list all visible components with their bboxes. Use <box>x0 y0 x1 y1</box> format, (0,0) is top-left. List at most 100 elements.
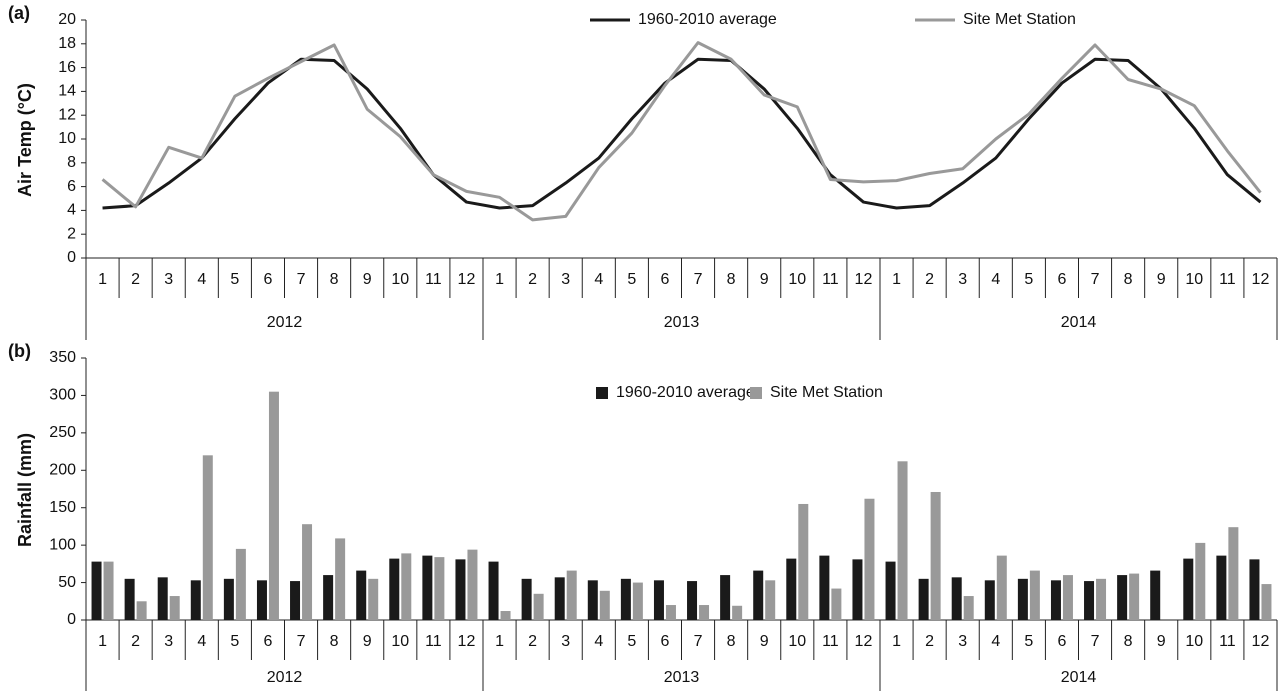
panel-label: (b) <box>8 341 31 361</box>
x-tick-label: 7 <box>1091 271 1100 288</box>
bar <box>831 588 842 620</box>
bar <box>124 578 135 620</box>
bar <box>1129 573 1140 620</box>
group-label: 2013 <box>664 669 700 686</box>
group-label: 2013 <box>664 314 700 331</box>
bar <box>1150 570 1161 620</box>
y-tick-label: 0 <box>67 249 76 266</box>
x-tick-label: 8 <box>330 633 339 650</box>
x-tick-label: 5 <box>1024 271 1033 288</box>
bar <box>732 605 743 620</box>
x-tick-label: 7 <box>297 633 306 650</box>
x-tick-label: 6 <box>264 271 273 288</box>
bar <box>984 580 995 620</box>
bar <box>864 498 875 620</box>
x-tick-label: 5 <box>627 271 636 288</box>
x-tick-label: 4 <box>594 633 603 650</box>
bar <box>223 578 234 620</box>
bar <box>963 596 974 620</box>
x-tick-label: 12 <box>1252 271 1270 288</box>
series-line <box>102 57 1262 210</box>
bar <box>951 577 962 620</box>
y-tick-label: 6 <box>67 178 76 195</box>
bar <box>323 575 334 620</box>
y-tick-label: 350 <box>49 349 76 366</box>
x-tick-label: 4 <box>991 633 1000 650</box>
y-tick-label: 200 <box>49 462 76 479</box>
group-label: 2012 <box>267 314 303 331</box>
bar <box>202 455 213 620</box>
bar <box>1084 581 1095 620</box>
x-tick-label: 12 <box>458 633 476 650</box>
x-tick-label: 11 <box>1219 633 1236 650</box>
x-tick-label: 2 <box>131 633 140 650</box>
bar <box>235 548 246 620</box>
bar <box>467 549 478 620</box>
x-tick-label: 2 <box>528 271 537 288</box>
y-tick-label: 100 <box>49 536 76 553</box>
x-tick-label: 1 <box>98 633 107 650</box>
x-tick-label: 3 <box>561 633 570 650</box>
bar <box>620 578 631 620</box>
bar <box>268 391 279 620</box>
x-tick-label: 6 <box>661 633 670 650</box>
x-tick-label: 10 <box>1185 633 1203 650</box>
x-tick-label: 6 <box>661 271 670 288</box>
bar <box>885 561 896 620</box>
bar <box>521 578 532 620</box>
x-tick-label: 2 <box>925 271 934 288</box>
panel-label: (a) <box>8 3 30 23</box>
x-tick-label: 10 <box>391 633 409 650</box>
x-tick-label: 7 <box>694 633 703 650</box>
bar <box>401 553 412 620</box>
bar <box>632 582 643 620</box>
bar <box>798 503 809 620</box>
legend-label: 1960-2010 average <box>638 11 777 28</box>
bar <box>765 580 776 620</box>
y-tick-label: 8 <box>67 154 76 171</box>
bar <box>434 557 445 620</box>
legend-label: 1960-2010 average <box>616 384 755 401</box>
bar <box>918 578 929 620</box>
bar <box>335 538 346 620</box>
bar <box>169 596 180 620</box>
y-tick-label: 0 <box>67 611 76 628</box>
bar <box>1249 559 1260 620</box>
bar <box>687 581 698 620</box>
bar <box>554 577 565 620</box>
x-tick-label: 2 <box>925 633 934 650</box>
bar <box>819 555 830 620</box>
bar <box>500 611 511 620</box>
bar <box>368 578 379 620</box>
bar <box>1228 527 1239 620</box>
bar <box>897 461 908 620</box>
bar <box>1062 575 1073 620</box>
y-tick-label: 4 <box>67 202 76 219</box>
x-tick-label: 6 <box>1058 633 1067 650</box>
x-tick-label: 5 <box>230 271 239 288</box>
x-tick-label: 12 <box>1252 633 1270 650</box>
y-tick-label: 50 <box>58 574 76 591</box>
group-label: 2014 <box>1061 314 1097 331</box>
y-tick-label: 18 <box>58 35 76 52</box>
x-tick-label: 5 <box>230 633 239 650</box>
x-tick-label: 1 <box>495 271 504 288</box>
y-tick-label: 150 <box>49 499 76 516</box>
bar <box>1050 580 1061 620</box>
x-tick-label: 10 <box>788 271 806 288</box>
bar <box>720 575 731 620</box>
bar <box>190 580 201 620</box>
x-tick-label: 8 <box>330 271 339 288</box>
x-tick-label: 11 <box>425 271 442 288</box>
bar <box>157 577 168 620</box>
bar <box>488 561 499 620</box>
x-tick-label: 8 <box>1124 633 1133 650</box>
bar <box>103 561 114 620</box>
series-line <box>101 41 1262 222</box>
x-tick-label: 3 <box>561 271 570 288</box>
x-tick-label: 12 <box>855 633 873 650</box>
x-tick-label: 3 <box>164 633 173 650</box>
x-tick-label: 11 <box>425 633 442 650</box>
x-tick-label: 9 <box>760 633 769 650</box>
bar <box>930 491 941 620</box>
